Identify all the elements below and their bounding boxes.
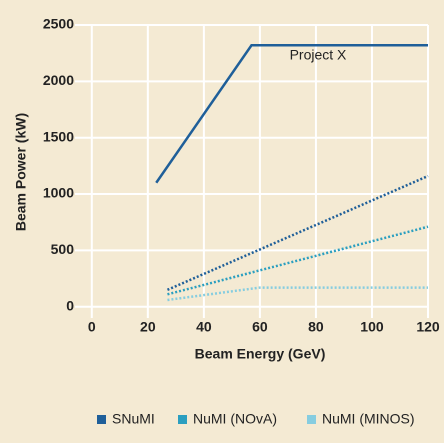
y-tick-label: 1000 bbox=[43, 185, 74, 201]
project-x-line bbox=[155, 44, 428, 184]
y-axis-label: Beam Power (kW) bbox=[13, 113, 29, 231]
x-tick-label: 120 bbox=[416, 319, 440, 335]
series-line bbox=[167, 286, 428, 302]
series-line bbox=[167, 225, 429, 296]
annotation: Project X bbox=[290, 47, 347, 63]
x-tick-label: 80 bbox=[308, 319, 324, 335]
x-axis-label: Beam Energy (GeV) bbox=[195, 346, 326, 362]
y-tick-label: 500 bbox=[51, 241, 75, 257]
x-tick-label: 40 bbox=[196, 319, 212, 335]
legend-text: NuMI (NOvA) bbox=[193, 411, 277, 427]
y-tick-label: 1500 bbox=[43, 128, 74, 144]
y-tick-label: 2000 bbox=[43, 72, 74, 88]
legend-text: SNuMI bbox=[112, 411, 155, 427]
y-tick-label: 2500 bbox=[43, 16, 74, 32]
y-tick-label: 0 bbox=[66, 297, 74, 313]
x-tick-label: 100 bbox=[360, 319, 384, 335]
legend-swatch bbox=[178, 415, 187, 424]
x-tick-label: 0 bbox=[88, 319, 96, 335]
x-tick-label: 60 bbox=[252, 319, 268, 335]
legend-swatch bbox=[97, 415, 106, 424]
legend-text: NuMI (MINOS) bbox=[322, 411, 415, 427]
series-line bbox=[166, 174, 429, 291]
x-tick-label: 20 bbox=[140, 319, 156, 335]
legend-swatch bbox=[307, 415, 316, 424]
